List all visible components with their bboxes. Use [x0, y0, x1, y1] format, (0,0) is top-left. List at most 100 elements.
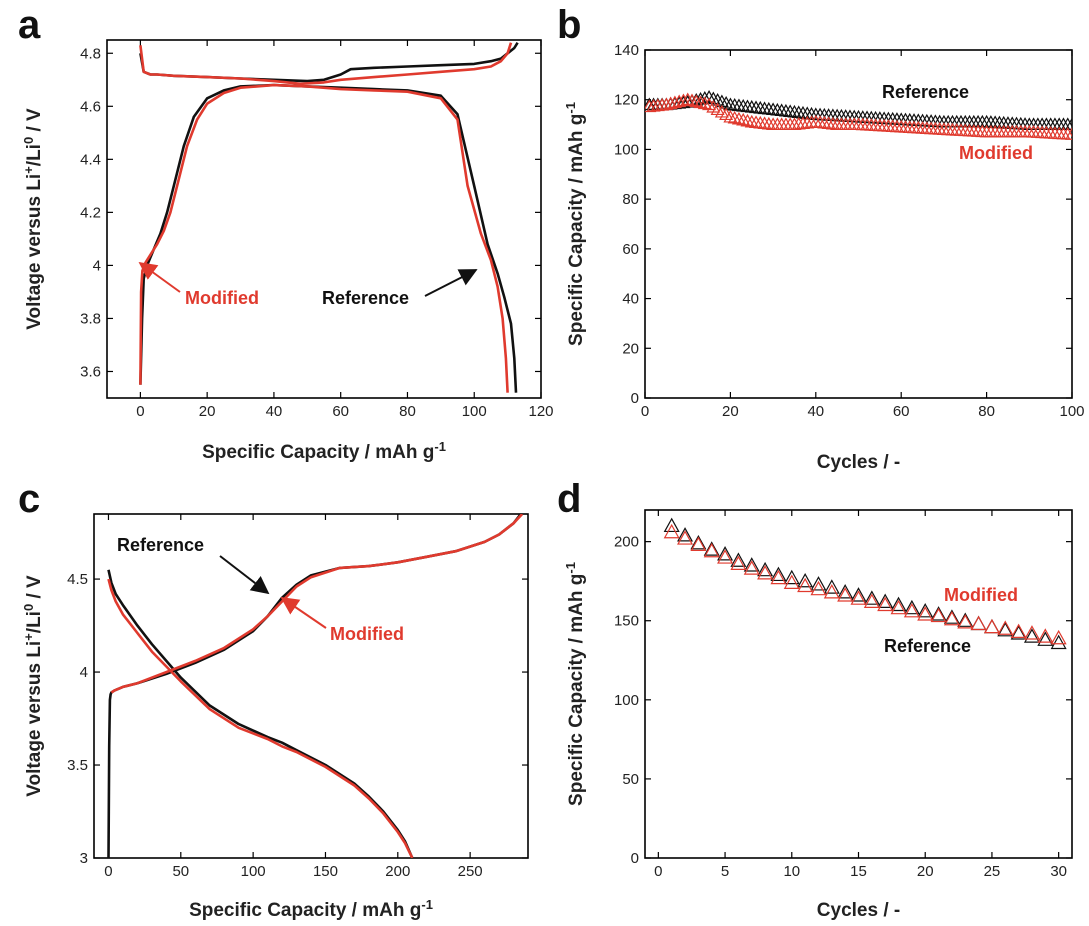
- y-tick-label: 60: [622, 241, 639, 258]
- data-point-reference: [863, 590, 880, 605]
- data-point-modified: [810, 580, 827, 596]
- panel-b: b 0 20 40 60 80 100 0 20 40 60 80 100 120 140 Cycles / …: [557, 3, 1085, 473]
- data-point-modified: [1013, 124, 1028, 138]
- data-point-modified: [1037, 628, 1054, 643]
- x-tick-label: 0: [136, 403, 144, 420]
- data-point-reference: [890, 596, 907, 612]
- data-point-reference: [717, 546, 734, 561]
- x-axis-label: Specific Capacity / mAh g-1: [189, 897, 433, 922]
- data-point-modified: [663, 96, 678, 110]
- data-point-modified: [693, 95, 708, 109]
- data-point-modified: [1010, 623, 1027, 638]
- annotation-arrow-modified: [280, 596, 327, 629]
- x-tick-label: 40: [807, 403, 824, 420]
- data-point-modified: [676, 93, 691, 107]
- y-tick-label: 40: [622, 291, 639, 308]
- panel-letter-a: a: [18, 3, 41, 47]
- data-point-modified: [983, 618, 1000, 634]
- data-point-modified: [837, 587, 854, 602]
- data-point-reference: [706, 91, 721, 105]
- x-axis-label: Cycles / -: [817, 900, 900, 921]
- annotation-reference: Reference: [322, 288, 409, 308]
- data-point-reference: [1010, 625, 1027, 640]
- panel-c: c 0 50 100 150 200 250 3 3.5 4 4.5 Specific Capacit…: [18, 477, 529, 922]
- data-point-reference: [810, 576, 827, 591]
- annotation-modified: Modified: [944, 585, 1018, 605]
- data-point-modified: [689, 94, 704, 108]
- y-tick-label: 200: [614, 534, 639, 551]
- x-tick-label: 120: [528, 403, 553, 420]
- y-tick-label: 80: [622, 191, 639, 208]
- data-point-modified: [667, 95, 682, 109]
- data-point-reference: [697, 90, 712, 104]
- data-point-modified: [903, 603, 920, 618]
- data-point-modified: [863, 593, 880, 608]
- data-point-modified: [774, 117, 789, 130]
- y-tick-label: 4: [93, 257, 101, 274]
- data-point-modified: [797, 577, 814, 593]
- data-point-reference: [797, 572, 814, 588]
- plot-frame: [644, 49, 1073, 399]
- data-point-reference: [957, 612, 974, 627]
- y-tick-label: 120: [614, 92, 639, 109]
- data-point-modified: [672, 94, 687, 108]
- y-tick-label: 150: [614, 613, 639, 630]
- x-tick-label: 0: [641, 403, 649, 420]
- y-tick-label: 0: [631, 850, 639, 867]
- data-point-modified: [743, 560, 760, 575]
- data-point-reference: [903, 599, 920, 615]
- annotation-reference: Reference: [882, 82, 969, 102]
- data-point-reference: [757, 561, 774, 577]
- data-point-modified: [697, 96, 712, 110]
- panel-a: a 0 20 40 60 80 100 120 3.6 3.8 4 4.2 4.4 4.6 4.8 Speci…: [18, 3, 554, 463]
- data-point-modified: [778, 117, 793, 130]
- x-tick-label: 20: [722, 403, 739, 420]
- data-point-modified: [717, 549, 734, 564]
- x-tick-label: 0: [654, 863, 662, 880]
- series-line-modified: [107, 578, 414, 858]
- data-point-modified: [787, 117, 802, 130]
- plot-frame: [106, 39, 542, 399]
- data-point-reference: [663, 517, 680, 533]
- y-tick-label: 4: [80, 664, 88, 681]
- x-tick-label: 100: [241, 863, 266, 880]
- x-tick-label: 30: [1050, 863, 1067, 880]
- x-tick-label: 200: [385, 863, 410, 880]
- annotation-modified: Modified: [330, 624, 404, 644]
- data-point-reference: [970, 615, 987, 631]
- data-point-modified: [659, 97, 674, 111]
- x-tick-label: 80: [399, 403, 416, 420]
- data-point-modified: [723, 109, 738, 123]
- annotation-reference: Reference: [117, 535, 204, 555]
- y-tick-label: 20: [622, 340, 639, 357]
- x-tick-label: 20: [199, 403, 216, 420]
- data-point-reference: [703, 541, 720, 556]
- y-tick-label: 100: [614, 141, 639, 158]
- x-axis-label: Specific Capacity / mAh g-1: [202, 439, 446, 464]
- data-point-reference: [1037, 631, 1054, 646]
- annotation-reference: Reference: [884, 636, 971, 656]
- y-tick-label: 3.6: [80, 363, 101, 380]
- series-group: [139, 42, 519, 393]
- data-point-modified: [703, 542, 720, 558]
- x-tick-label: 150: [313, 863, 338, 880]
- annotation-modified: Modified: [185, 288, 259, 308]
- annotation-arrow-reference: [424, 269, 478, 297]
- data-point-reference: [917, 603, 934, 618]
- data-point-reference: [677, 527, 694, 542]
- data-point-reference: [877, 593, 894, 608]
- data-point-modified: [1050, 629, 1067, 645]
- data-point-modified: [930, 607, 947, 623]
- data-point-reference: [823, 579, 840, 594]
- y-axis-label: Voltage versus Li+/Li0 / V: [21, 108, 46, 330]
- data-point-reference: [690, 534, 707, 550]
- data-point-modified: [770, 569, 787, 585]
- data-point-reference: [936, 114, 951, 128]
- y-tick-label: 4.2: [80, 204, 101, 221]
- data-point-modified: [684, 93, 699, 107]
- series-line-reference: [107, 514, 522, 858]
- data-point-modified: [997, 620, 1014, 635]
- series-group: [107, 514, 524, 858]
- y-tick-label: 4.5: [67, 571, 88, 588]
- data-point-reference: [1064, 117, 1072, 130]
